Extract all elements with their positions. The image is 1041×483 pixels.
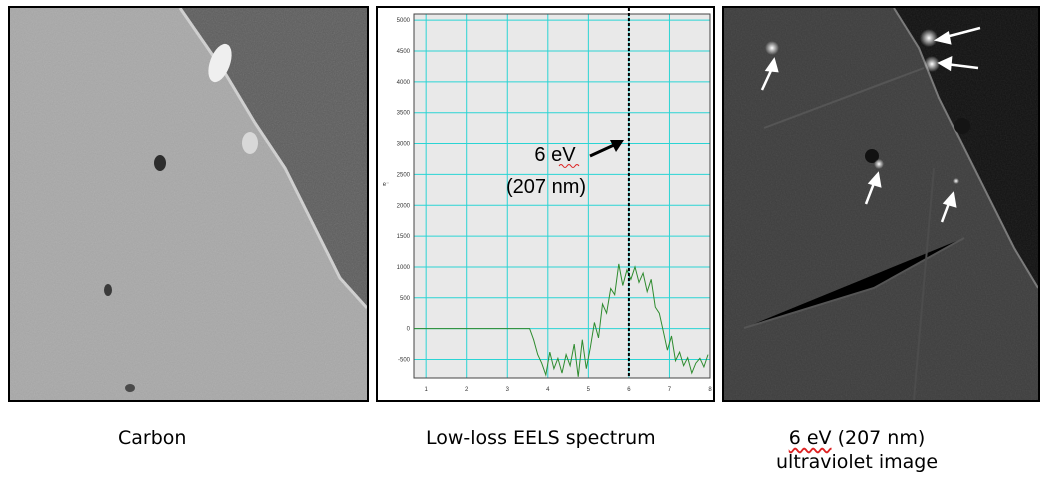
y-tick-label: 4500	[397, 49, 411, 55]
carbon-image-panel	[8, 6, 369, 402]
y-tick-label: 1000	[397, 265, 411, 271]
y-tick-label: 500	[400, 296, 411, 302]
arrow-icon	[940, 191, 957, 223]
y-tick-label: 4000	[397, 80, 411, 86]
annotation-line2: (207 nm)	[506, 176, 586, 198]
eels-spectrum-panel: 1 2 3 4 5 6 7 8 5000 4500 4000 3500 3000 2500 2000 1500…	[376, 6, 715, 402]
plot-frame	[413, 13, 711, 379]
arrow-icon	[760, 57, 779, 91]
uv-micrograph	[724, 8, 1038, 400]
y-tick-label: 5000	[397, 18, 411, 24]
uv-image-panel	[722, 6, 1040, 402]
y-tick-label: 2500	[397, 172, 411, 178]
uv-caption-line1: 6 eV (207 nm)	[776, 426, 938, 450]
uv-caption-line2: ultraviolet image	[776, 451, 939, 473]
y-tick-label: 1500	[397, 234, 411, 240]
annotation-arrow-shaft	[589, 143, 615, 158]
annotation-arrow-icon	[610, 140, 624, 152]
spellcheck-underline	[558, 164, 580, 168]
y-axis-label: e⁻	[383, 182, 390, 188]
y-tick-label: 2000	[397, 203, 411, 209]
y-tick-label: 3000	[397, 142, 411, 148]
x-tick-label: 5	[587, 387, 591, 393]
arrow-icon	[937, 55, 979, 72]
x-tick-label: 4	[546, 387, 550, 393]
x-tick-label: 2	[465, 387, 469, 393]
uv-caption: 6 eV (207 nm) ultraviolet image	[776, 426, 938, 474]
y-tick-label: 0	[407, 327, 411, 333]
eels-caption: Low-loss EELS spectrum	[426, 427, 656, 449]
y-tick-label: -500	[398, 357, 411, 363]
x-tick-label: 6	[627, 387, 631, 393]
x-tick-label: 3	[506, 387, 510, 393]
eels-spectrum-chart: 1 2 3 4 5 6 7 850004500400035003000250020001500…	[383, 8, 712, 393]
x-tick-label: 7	[668, 387, 672, 393]
x-tick-label: 8	[708, 387, 712, 393]
arrow-icon	[864, 171, 882, 205]
uv-caption-nm: (207 nm)	[831, 427, 926, 449]
y-tick-label: 3500	[397, 111, 411, 117]
arrow-icon	[933, 26, 981, 45]
x-tick-label: 1	[424, 387, 428, 393]
uv-caption-ev: 6 eV	[788, 427, 832, 449]
carbon-caption: Carbon	[118, 427, 187, 449]
annotation-line1: 6 eV	[534, 144, 576, 166]
carbon-micrograph	[10, 8, 367, 400]
series-line	[414, 263, 709, 377]
